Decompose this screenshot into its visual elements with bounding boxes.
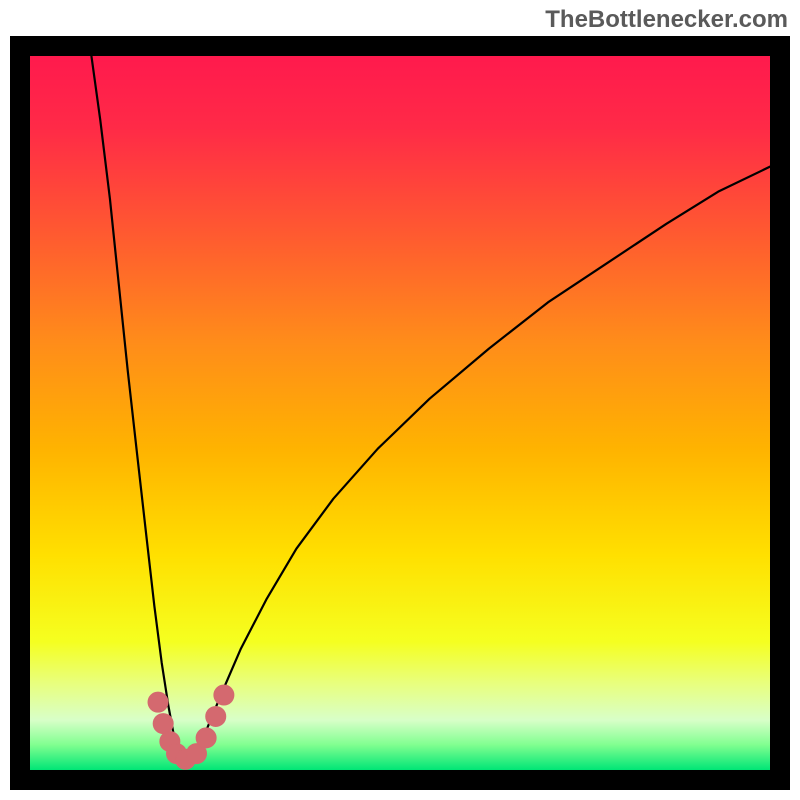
watermark-text: TheBottlenecker.com [545, 6, 788, 34]
minimum-dot [148, 692, 168, 712]
minimum-dot [206, 706, 226, 726]
minimum-dot [153, 714, 173, 734]
bottleneck-curve [91, 56, 770, 763]
chart-root: TheBottlenecker.com [0, 0, 800, 800]
plot-area [30, 56, 770, 770]
minimum-dot [214, 685, 234, 705]
curve-layer [30, 56, 770, 770]
minimum-dot [196, 728, 216, 748]
curve-minimum-dots [148, 685, 234, 769]
